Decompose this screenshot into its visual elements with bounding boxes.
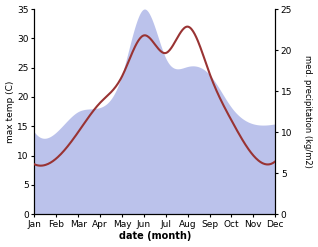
Y-axis label: max temp (C): max temp (C) xyxy=(5,80,15,143)
Y-axis label: med. precipitation (kg/m2): med. precipitation (kg/m2) xyxy=(303,55,313,168)
X-axis label: date (month): date (month) xyxy=(119,231,191,242)
